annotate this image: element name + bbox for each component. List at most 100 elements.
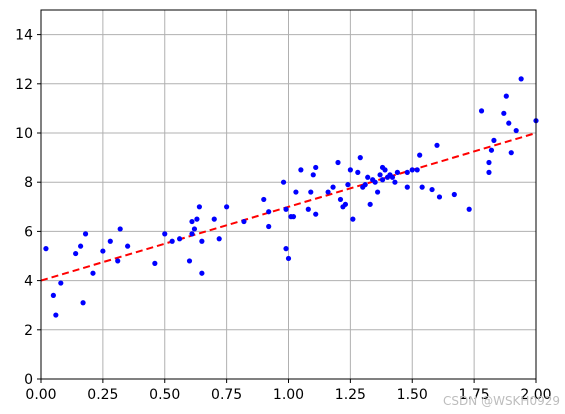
data-point [189, 231, 195, 237]
data-point [382, 167, 388, 173]
data-point [488, 147, 495, 153]
data-point [434, 142, 440, 148]
regression-line [40, 132, 537, 282]
data-point [117, 226, 123, 232]
data-point [342, 201, 349, 207]
y-tick-label: 10 [15, 126, 33, 142]
data-point [78, 243, 84, 249]
data-point [162, 231, 168, 237]
data-point [196, 204, 202, 210]
x-tick-label: 1.75 [459, 387, 490, 403]
data-point [325, 189, 331, 195]
data-point [345, 182, 351, 188]
y-tick-label: 8 [24, 175, 33, 191]
data-point [394, 169, 400, 175]
data-point [211, 216, 217, 222]
data-point [266, 209, 272, 215]
data-point [429, 186, 435, 193]
data-point [186, 258, 193, 264]
x-tick-label: 1.50 [397, 387, 428, 403]
data-point [241, 218, 247, 225]
y-tick-label: 14 [15, 28, 33, 44]
data-point [310, 172, 316, 178]
data-point [285, 255, 292, 262]
data-point [266, 223, 272, 230]
data-point [330, 184, 336, 190]
data-point [389, 174, 396, 180]
data-point [350, 216, 356, 222]
data-point [377, 172, 383, 178]
data-point [293, 189, 299, 195]
data-point [478, 108, 485, 114]
data-point [305, 206, 311, 212]
grid-lines [40, 10, 537, 380]
data-point [216, 236, 222, 242]
data-point [365, 174, 371, 180]
data-point [362, 182, 368, 188]
y-tick-label: 12 [15, 77, 33, 93]
x-tick-label: 0.50 [149, 387, 180, 403]
data-point [372, 179, 378, 185]
data-point [419, 184, 425, 190]
data-point [58, 280, 64, 286]
regression-line-layer [40, 132, 537, 282]
data-point [417, 152, 423, 158]
data-point [436, 194, 443, 200]
y-axis-ticks: 0 2 4 6 8 10 12 14 [15, 28, 41, 388]
data-point [503, 93, 509, 99]
data-point [367, 201, 373, 207]
data-point [409, 167, 415, 173]
y-tick-label: 0 [24, 372, 33, 388]
data-point [414, 167, 420, 173]
data-point [513, 127, 519, 134]
x-tick-label: 1.25 [335, 387, 366, 403]
data-point [82, 231, 89, 237]
data-point [125, 243, 131, 249]
data-point [506, 120, 512, 126]
y-tick-label: 4 [24, 274, 33, 290]
data-point [261, 196, 267, 203]
data-point [508, 150, 514, 156]
x-axis-ticks: 0.00 0.25 0.50 0.75 1.00 1.25 1.50 1.75 2.00 [25, 379, 552, 403]
data-point [491, 137, 497, 143]
y-tick-label: 6 [24, 224, 33, 240]
x-tick-label: 1.00 [273, 387, 304, 403]
data-point [466, 206, 472, 212]
data-point [347, 167, 353, 173]
data-point [335, 159, 341, 166]
data-point [392, 179, 398, 185]
data-points [43, 76, 539, 318]
data-point [224, 204, 230, 210]
data-point [283, 246, 289, 252]
data-point [280, 179, 287, 185]
watermark: CSDN @WSKH0929 [443, 394, 560, 408]
x-tick-label: 2.00 [520, 387, 551, 403]
data-point [486, 169, 492, 175]
data-point [100, 248, 106, 254]
data-point [290, 214, 297, 220]
data-point [308, 189, 314, 195]
data-point [404, 184, 410, 190]
x-tick-label: 0.75 [211, 387, 242, 403]
data-point [357, 155, 363, 161]
data-point [90, 270, 96, 276]
data-point [486, 159, 492, 166]
data-point [355, 169, 361, 175]
data-point [107, 238, 113, 244]
data-point [115, 258, 121, 264]
data-point [152, 260, 158, 266]
data-point [199, 270, 205, 276]
data-point [313, 211, 319, 217]
data-point [191, 226, 198, 232]
data-point [194, 216, 200, 222]
data-point [451, 191, 457, 198]
x-tick-label: 0.00 [25, 387, 56, 403]
data-point [375, 189, 381, 195]
data-point [379, 177, 386, 183]
data-point [43, 246, 49, 252]
data-point [177, 236, 183, 242]
data-point [73, 250, 79, 257]
data-point [80, 300, 86, 306]
data-point [337, 196, 344, 203]
